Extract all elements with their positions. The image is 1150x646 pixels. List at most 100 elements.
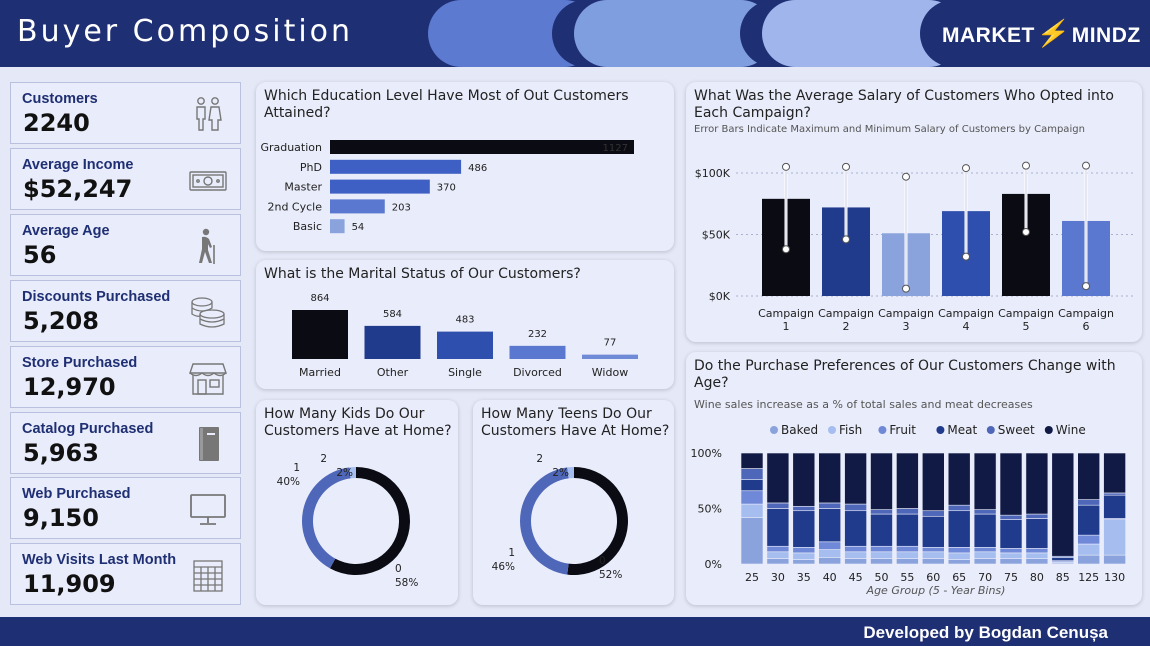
marital-title: What is the Marital Status of Our Custom…: [264, 266, 581, 282]
preferences-xtick-label: 50: [875, 571, 889, 584]
preferences-segment: [947, 559, 971, 565]
kpi-value: 9,150: [23, 504, 99, 532]
donut-slice-label: 1: [293, 462, 300, 474]
preferences-segment: [896, 513, 919, 547]
preferences-segment: [973, 547, 997, 553]
donut-slice-pct: 40%: [277, 476, 300, 488]
kpi-card-income: Average Income $52,247: [10, 148, 241, 210]
marital-value-label: 77: [604, 338, 617, 349]
education-value-label: 370: [437, 183, 456, 194]
kpi-card-age: Average Age 56: [10, 214, 241, 276]
salary-category-label: Campaign: [998, 307, 1054, 320]
salary-max-marker: [842, 162, 850, 171]
marital-category-label: Widow: [592, 366, 628, 379]
education-value-label: 203: [392, 202, 411, 213]
salary-category-number: 2: [843, 320, 850, 333]
elderly-icon: [199, 228, 215, 264]
education-value-label: 54: [352, 222, 365, 233]
education-value-label: 486: [468, 163, 487, 174]
preferences-segment: [740, 479, 764, 492]
education-bar: [330, 140, 634, 154]
marital-bar: [292, 310, 348, 359]
preferences-segment: [740, 468, 764, 480]
preferences-xtick-label: 55: [900, 571, 914, 584]
catalog-icon: [199, 427, 219, 461]
preferences-xtick-label: 40: [823, 571, 837, 584]
donut-slice-pct: 58%: [395, 577, 418, 589]
kpi-label: Average Income: [22, 157, 134, 173]
logo-text-left: MARKET: [942, 24, 1035, 47]
donut-slice: [567, 467, 574, 479]
donut-slice-pct: 2%: [336, 467, 353, 479]
preferences-title: Do the Purchase Preferences of Our Custo…: [694, 358, 1116, 391]
preferences-segment: [922, 510, 945, 517]
preferences-segment: [792, 552, 816, 560]
preferences-segment: [1025, 518, 1049, 549]
preferences-segment: [999, 519, 1023, 549]
legend-label: Meat: [947, 423, 977, 437]
marital-category-label: Other: [377, 366, 409, 379]
preferences-segment: [1025, 452, 1049, 515]
preferences-segment: [844, 558, 867, 565]
salary-min-marker: [962, 252, 970, 261]
preferences-segment: [870, 558, 893, 565]
education-bar: [330, 159, 462, 174]
preferences-segment: [792, 452, 816, 507]
preferences-segment: [999, 558, 1023, 565]
header-decor-6: [920, 0, 1150, 67]
preferences-xtick-label: 70: [978, 571, 992, 584]
donut-slice-pct: 2%: [552, 467, 569, 479]
preferences-segment: [973, 513, 997, 548]
preferences-segment: [973, 452, 997, 510]
teens-title: How Many Teens Do Our Customers Have At …: [481, 406, 670, 439]
preferences-segment: [740, 503, 764, 518]
legend-marker: [828, 426, 836, 434]
salary-min-marker: [902, 284, 910, 293]
preferences-segment: [870, 513, 893, 547]
preferences-panel: Do the Purchase Preferences of Our Custo…: [686, 352, 1142, 605]
education-panel: Which Education Level Have Most of Out C…: [256, 82, 674, 251]
kpi-card-customers: Customers 2240: [10, 82, 241, 144]
preferences-segment: [1025, 513, 1049, 519]
calendar-icon: [193, 560, 223, 592]
kpi-value: $52,247: [23, 175, 133, 203]
salary-max-marker: [1022, 161, 1030, 170]
kpi-value: 56: [23, 241, 57, 269]
marital-panel: What is the Marital Status of Our Custom…: [256, 260, 674, 389]
salary-category-number: 3: [903, 320, 910, 333]
preferences-segment: [870, 452, 893, 510]
salary-category-number: 4: [963, 320, 970, 333]
salary-category-label: Campaign: [1058, 307, 1114, 320]
preferences-xtick-label: 80: [1030, 571, 1044, 584]
kpi-label: Web Purchased: [22, 486, 131, 502]
preferences-segment: [999, 548, 1023, 554]
brand-logo: MARKET⚡MINDZ: [942, 18, 1141, 49]
preferences-segment: [947, 547, 971, 554]
preferences-segment: [766, 551, 790, 559]
preferences-segment: [1103, 494, 1126, 519]
preferences-segment: [818, 557, 841, 565]
salary-max-marker: [1082, 161, 1090, 170]
bolt-icon: ⚡: [1034, 18, 1073, 48]
preferences-segment: [818, 508, 841, 543]
preferences-segment: [973, 558, 997, 565]
marital-value-label: 232: [528, 329, 547, 340]
preferences-segment: [947, 504, 971, 512]
education-value-label: 1127: [603, 143, 628, 154]
header-bar: Buyer Composition MARKET⚡MINDZ: [0, 0, 1150, 67]
salary-category-label: Campaign: [938, 307, 994, 320]
preferences-segment: [818, 549, 841, 558]
preferences-segment: [792, 559, 816, 565]
preferences-segment: [766, 558, 790, 565]
preferences-segment: [896, 545, 919, 553]
salary-category-number: 6: [1083, 320, 1090, 333]
preferences-segment: [1103, 492, 1126, 496]
preferences-segment: [792, 547, 816, 554]
preferences-xtick-label: 60: [926, 571, 940, 584]
footer-credit: Developed by Bogdan Cenușa: [863, 623, 1108, 642]
teens-panel: How Many Teens Do Our Customers Have At …: [473, 400, 674, 605]
legend-label: Baked: [781, 423, 818, 437]
salary-title: What Was the Average Salary of Customers…: [694, 88, 1114, 121]
donut-slice-label: 0: [395, 563, 402, 575]
marital-value-label: 584: [383, 309, 402, 320]
